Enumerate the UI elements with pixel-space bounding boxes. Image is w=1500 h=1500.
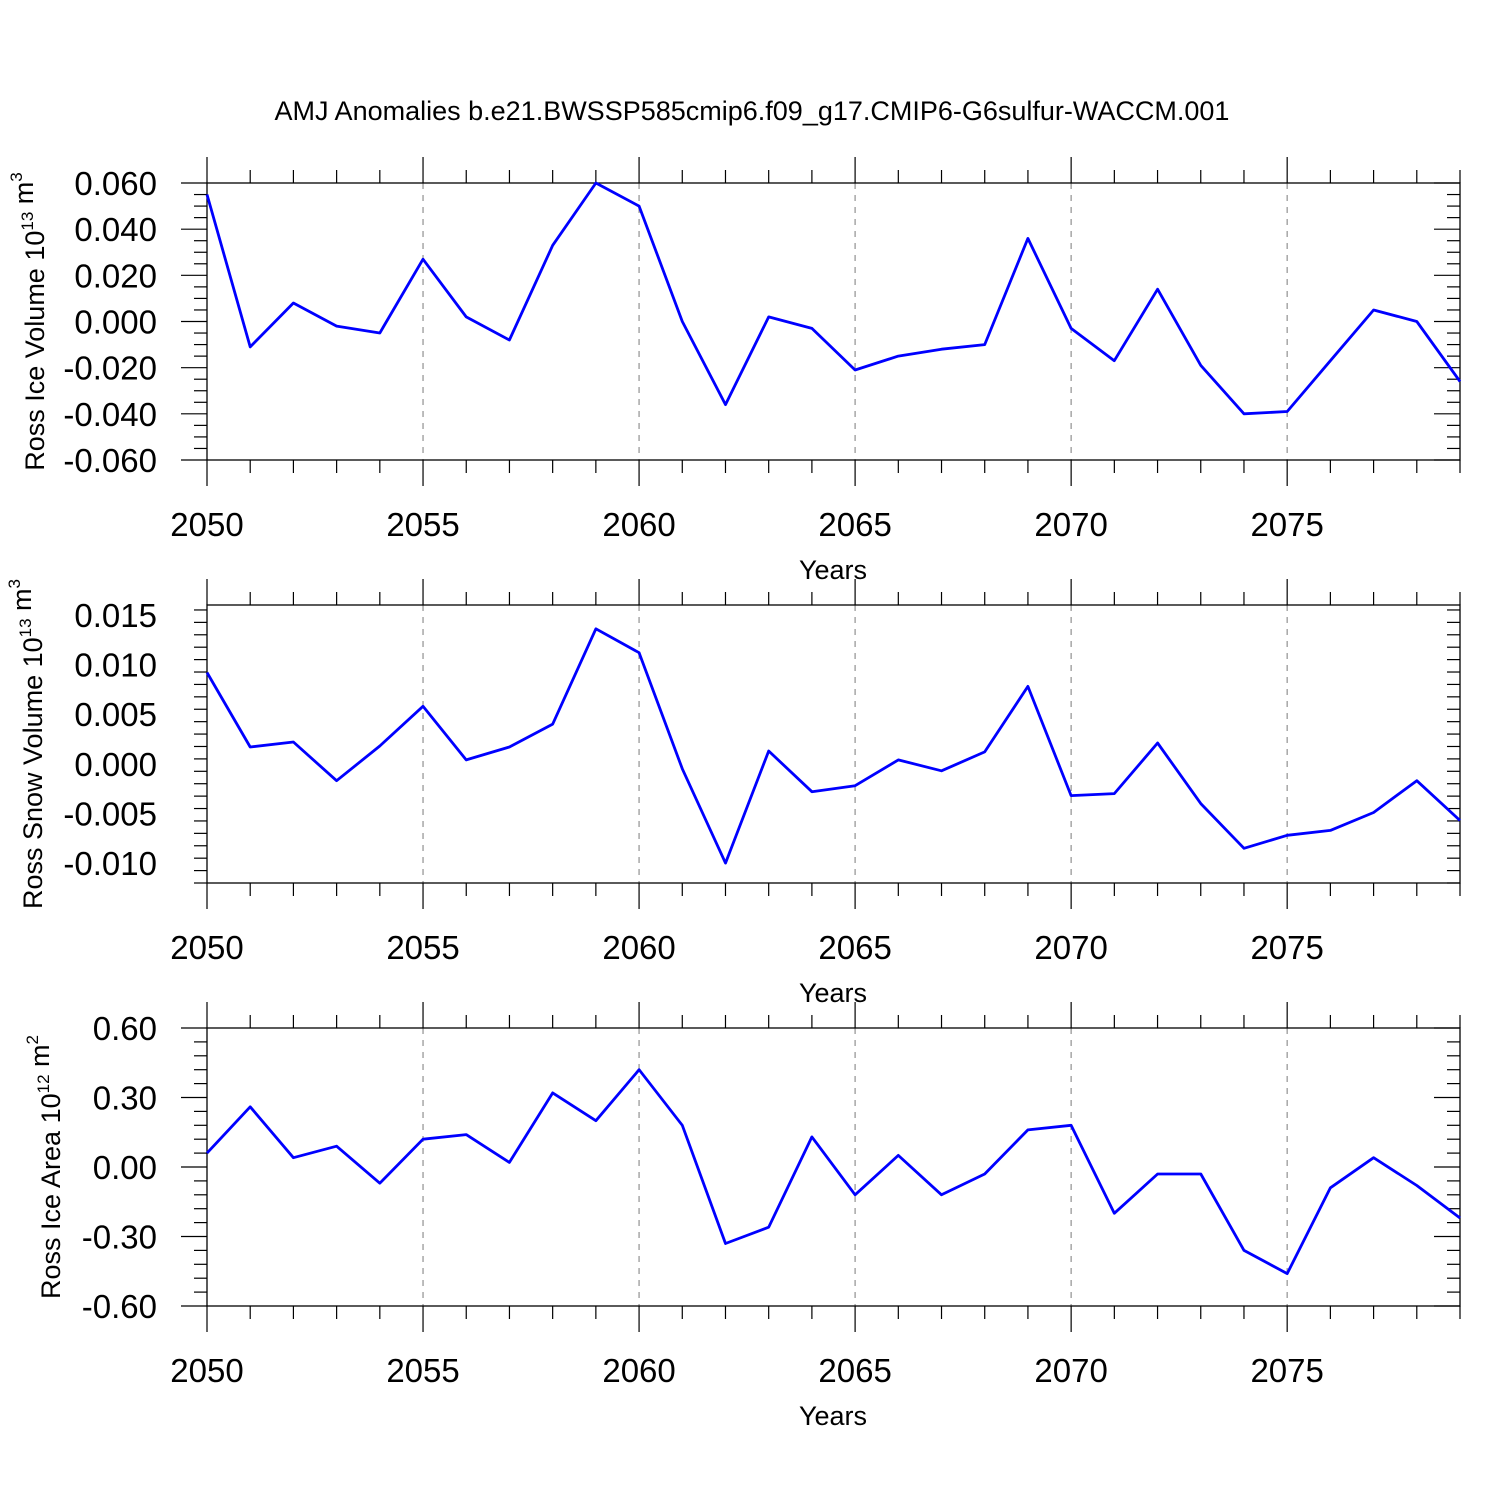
x-tick-label: 2055: [386, 929, 459, 966]
x-tick-label: 2070: [1034, 929, 1107, 966]
x-tick-label: 2065: [818, 506, 891, 543]
chart-title: AMJ Anomalies b.e21.BWSSP585cmip6.f09_g1…: [275, 96, 1230, 126]
series-line: [205, 181, 1462, 416]
y-tick-label: 0.020: [74, 257, 157, 294]
x-tick-label: 2075: [1250, 506, 1323, 543]
x-tick-label: 2060: [602, 929, 675, 966]
x-tick-label: 2060: [602, 506, 675, 543]
y-tick-label: -0.020: [63, 350, 157, 387]
panel-1: 2050 2055 2060 2065 2070 2075 Years 0.060 0.040 0…: [7, 157, 1462, 585]
y-tick-label: 0.60: [93, 1010, 157, 1047]
panel-2: 2050 2055 2060 2065 2070 2075 Years 0.015 0.010 0…: [5, 579, 1461, 1008]
y-tick-label: -0.30: [82, 1219, 157, 1256]
series-line: [205, 627, 1461, 865]
x-tick-label: 2050: [170, 929, 243, 966]
x-tick-label: 2065: [818, 929, 891, 966]
x-tick-label: 2065: [818, 1352, 891, 1389]
x-tick-label: 2075: [1250, 929, 1323, 966]
x-axis-label: Years: [799, 978, 867, 1008]
y-tick-label: 0.000: [74, 304, 157, 341]
y-tick-label: 0.000: [74, 746, 157, 783]
y-tick-label: -0.010: [63, 845, 157, 882]
y-tick-label: -0.60: [82, 1288, 157, 1325]
y-tick-label: -0.060: [63, 442, 157, 479]
x-tick-label: 2070: [1034, 1352, 1107, 1389]
y-tick-label: 0.30: [93, 1080, 157, 1117]
x-axis-label: Years: [799, 555, 867, 585]
x-tick-label: 2055: [386, 1352, 459, 1389]
y-tick-label: 0.00: [93, 1149, 157, 1186]
x-tick-label: 2060: [602, 1352, 675, 1389]
x-tick-label: 2050: [170, 506, 243, 543]
y-tick-label: 0.010: [74, 647, 157, 684]
y-axis-label: Ross Ice Volume 1013 m3: [7, 172, 50, 471]
x-tick-label: 2070: [1034, 506, 1107, 543]
x-tick-label: 2050: [170, 1352, 243, 1389]
y-tick-label: 0.015: [74, 597, 157, 634]
x-tick-label: 2055: [386, 506, 459, 543]
x-axis-label: Years: [799, 1401, 867, 1431]
y-tick-label: -0.005: [63, 796, 157, 833]
plot-frame: [206, 182, 1461, 461]
series-line: [205, 1068, 1461, 1275]
y-axis-label: Ross Snow Volume 1013 m3: [5, 579, 48, 909]
plot-frame: [206, 604, 1461, 884]
y-tick-label: 0.005: [74, 696, 157, 733]
chart-panels: 2050 2055 2060 2065 2070 2075 Years 0.060 0.040 0…: [5, 157, 1462, 1431]
y-tick-label: 0.060: [74, 165, 157, 202]
panel-3: 2050 2055 2060 2065 2070 2075 Years 0.60 0.30 0.0…: [23, 1002, 1461, 1431]
y-tick-label: 0.040: [74, 211, 157, 248]
x-tick-label: 2075: [1250, 1352, 1323, 1389]
y-tick-label: -0.040: [63, 396, 157, 433]
y-axis-label: Ross Ice Area 1012 m2: [23, 1035, 66, 1299]
